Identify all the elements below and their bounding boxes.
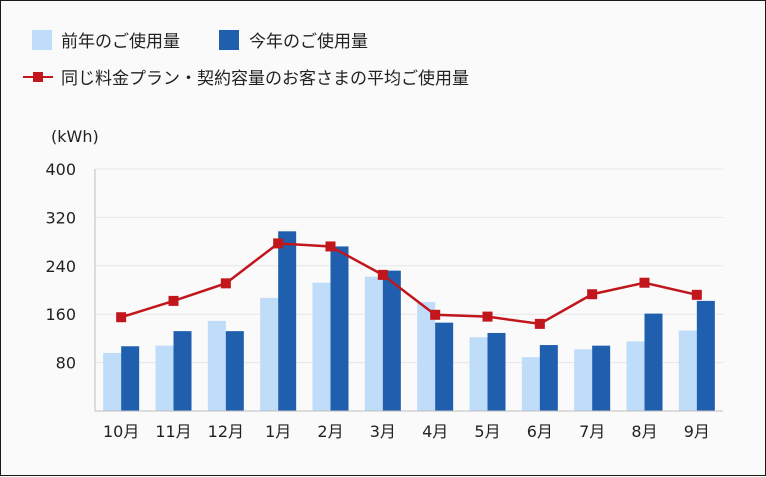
average-marker [377, 269, 388, 280]
y-axis-unit-label: (kWh) [51, 127, 99, 146]
x-tick-label: 7月 [579, 422, 605, 441]
average-marker [116, 312, 127, 323]
legend-marker-average [33, 72, 43, 82]
bar-this-year [539, 345, 558, 411]
average-line [116, 238, 702, 329]
legend-swatch-last-year [32, 30, 52, 50]
x-tick-label: 5月 [474, 422, 500, 441]
x-axis-ticks: 10月 11月 12月 1月 2月 3月 4月 5月 6月 7月 8月 9月 [103, 422, 710, 441]
average-marker [430, 309, 441, 320]
bar-this-year [121, 346, 140, 411]
average-marker [587, 289, 598, 300]
bar-last-year [364, 276, 383, 411]
average-marker [273, 238, 284, 249]
bar-last-year [574, 349, 593, 411]
x-tick-label: 8月 [631, 422, 657, 441]
bar-this-year [487, 332, 506, 411]
x-tick-label: 10月 [103, 422, 139, 441]
bar-this-year [644, 313, 663, 411]
bar-last-year [521, 357, 540, 411]
gridlines [95, 168, 723, 364]
bar-this-year [382, 270, 401, 411]
bar-this-year [435, 322, 454, 411]
bar-last-year [207, 320, 226, 411]
bar-last-year [155, 345, 174, 411]
x-tick-label: 4月 [422, 422, 448, 441]
bar-last-year [469, 337, 488, 411]
y-tick-label: 400 [45, 160, 76, 179]
bar-this-year [225, 331, 244, 411]
y-tick-label: 320 [45, 208, 76, 227]
average-marker [691, 289, 702, 300]
x-tick-label: 1月 [265, 422, 291, 441]
average-marker [482, 311, 493, 322]
bar-last-year [312, 282, 331, 411]
legend-label-average: 同じ料金プラン・契約容量のお客さまの平均ご使用量 [61, 68, 469, 89]
bar-last-year [626, 341, 645, 411]
average-marker [168, 295, 179, 306]
legend: 前年のご使用量 今年のご使用量 同じ料金プラン・契約容量のお客さまの平均ご使用量 [23, 30, 469, 89]
x-tick-label: 11月 [155, 422, 191, 441]
bar-this-year [278, 231, 297, 411]
y-tick-label: 80 [56, 354, 76, 373]
average-marker [534, 318, 545, 329]
x-tick-label: 2月 [317, 422, 343, 441]
legend-swatch-this-year [219, 30, 239, 50]
legend-label-this-year: 今年のご使用量 [249, 31, 368, 52]
y-tick-label: 160 [45, 305, 76, 324]
bar-last-year [417, 302, 436, 411]
average-marker [220, 278, 231, 289]
x-tick-label: 9月 [684, 422, 710, 441]
y-tick-label: 240 [45, 257, 76, 276]
bar-this-year [173, 331, 192, 411]
bar-this-year [330, 246, 349, 411]
bar-last-year [678, 330, 697, 411]
bars-last-year [103, 276, 697, 411]
x-tick-label: 3月 [370, 422, 396, 441]
average-marker [325, 241, 336, 252]
x-tick-label: 6月 [527, 422, 553, 441]
bar-last-year [103, 352, 122, 411]
bars-this-year [121, 231, 715, 411]
x-tick-label: 12月 [208, 422, 244, 441]
average-polyline [120, 242, 698, 326]
bar-this-year [592, 345, 611, 411]
bar-this-year [696, 300, 715, 411]
average-marker [639, 277, 650, 288]
legend-label-last-year: 前年のご使用量 [61, 31, 180, 52]
y-axis-ticks: 80 160 240 320 400 [45, 160, 76, 373]
bar-last-year [260, 297, 279, 411]
